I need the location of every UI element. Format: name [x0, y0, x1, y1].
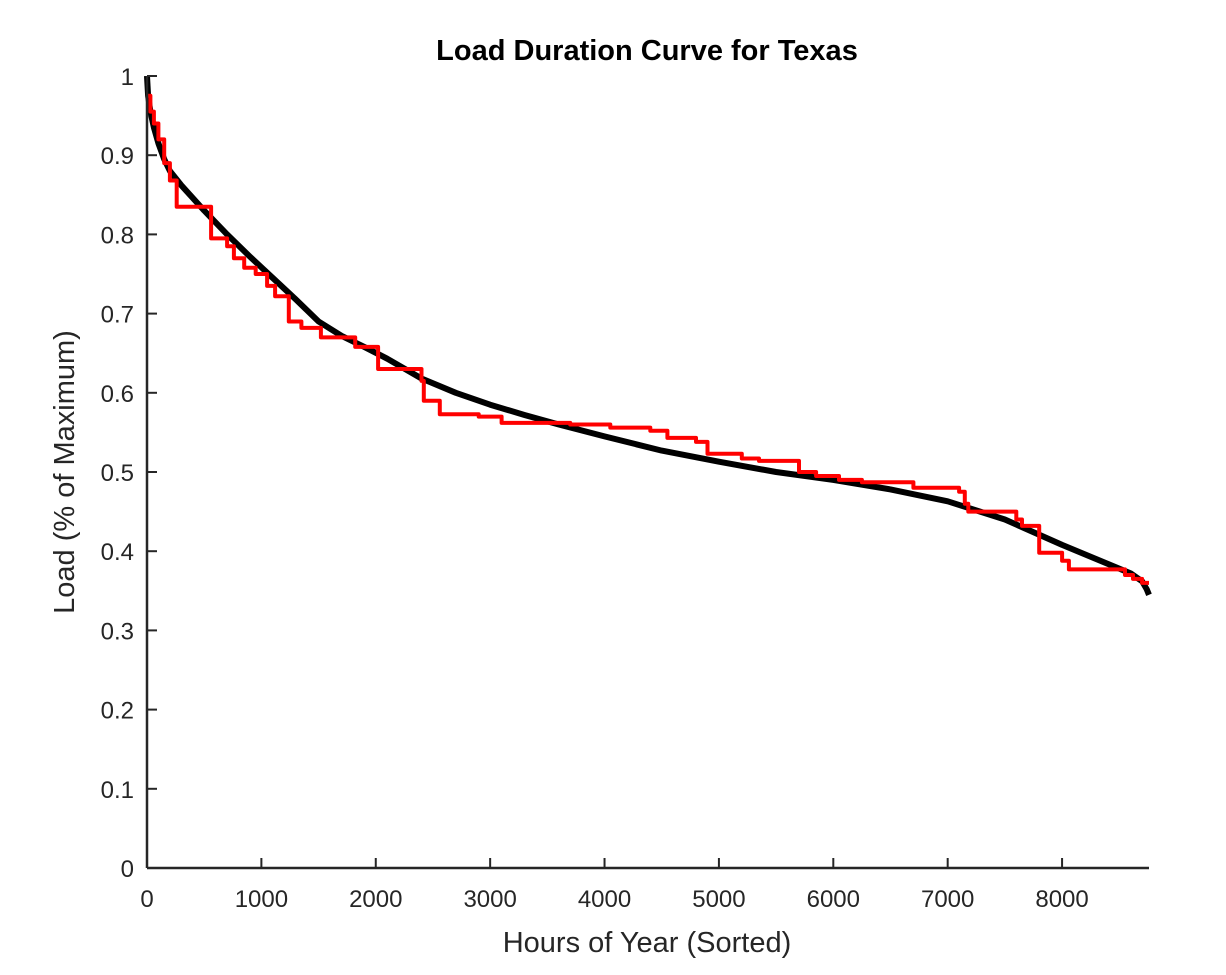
- y-tick-label: 0.1: [101, 777, 134, 804]
- x-tick-label: 6000: [807, 886, 860, 913]
- x-tick-label: 3000: [463, 886, 516, 913]
- x-ticks: 0 1000 2000 3000 4000 5000 6000 7000 8000: [140, 858, 1089, 913]
- y-axis-label: Load (% of Maximum): [49, 330, 81, 614]
- y-tick-label: 1: [121, 64, 134, 91]
- x-tick-label: 2000: [349, 886, 402, 913]
- y-tick-label: 0.5: [101, 460, 134, 487]
- x-tick-label: 1000: [235, 886, 288, 913]
- x-tick-label: 4000: [578, 886, 631, 913]
- chart-title: Load Duration Curve for Texas: [436, 35, 858, 67]
- y-tick-label: 0.4: [101, 539, 134, 566]
- x-axis-label: Hours of Year (Sorted): [503, 927, 792, 959]
- y-tick-label: 0.8: [101, 222, 134, 249]
- x-tick-label: 8000: [1035, 886, 1088, 913]
- axes: [145, 76, 1149, 870]
- plot-area: [144, 75, 1152, 596]
- x-tick-label: 5000: [692, 886, 745, 913]
- x-tick-label: 7000: [921, 886, 974, 913]
- y-tick-label: 0: [121, 856, 134, 883]
- series-1-line: [144, 75, 1152, 596]
- y-tick-label: 0.9: [101, 143, 134, 170]
- y-tick-label: 0.7: [101, 302, 134, 329]
- y-ticks: 0 0.1 0.2 0.3 0.4 0.5 0.6 0.7 0.8 0.9 1: [101, 64, 157, 883]
- y-tick-label: 0.6: [101, 381, 134, 408]
- series-2-line: [147, 93, 1149, 585]
- y-tick-label: 0.2: [101, 698, 134, 725]
- x-tick-label: 0: [140, 886, 153, 913]
- y-tick-label: 0.3: [101, 618, 134, 645]
